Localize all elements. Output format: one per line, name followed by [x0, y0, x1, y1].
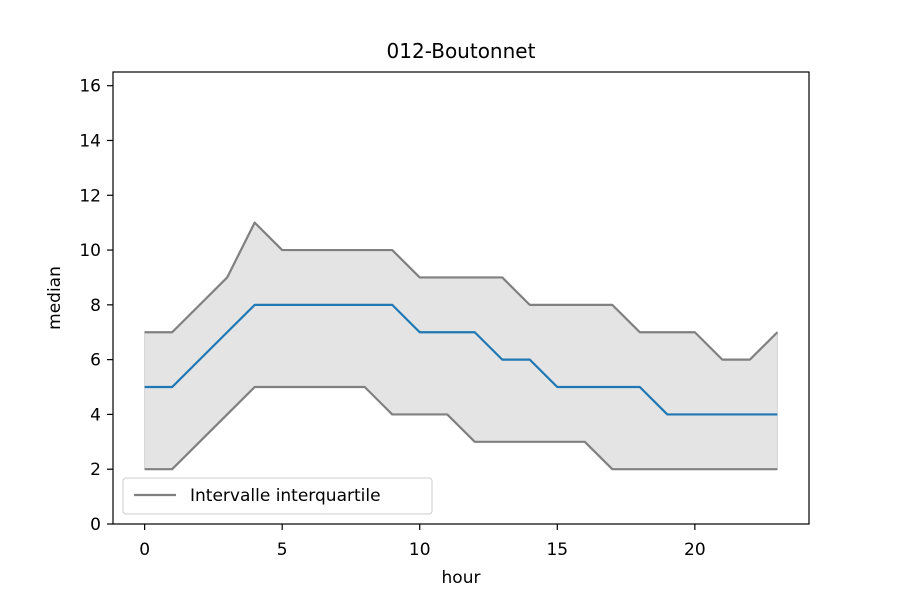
y-tick-label: 8 [90, 296, 101, 316]
x-tick-label: 5 [277, 540, 288, 560]
x-tick-label: 10 [409, 540, 431, 560]
series-line-median [144, 303, 778, 416]
legend-box [122, 477, 433, 515]
y-tick-label: 4 [90, 405, 101, 425]
y-tick-label: 16 [79, 77, 101, 97]
interquartile-band [144, 221, 778, 470]
series-line-q1 [144, 385, 778, 471]
y-axis-label: median [45, 266, 65, 330]
x-axis-label: hour [442, 568, 481, 588]
y-tick-label: 6 [90, 351, 101, 371]
chart-title: 012-Boutonnet [387, 39, 536, 63]
x-tick-label: 15 [546, 540, 568, 560]
x-tick-label: 20 [684, 540, 706, 560]
x-tick-label: 0 [139, 540, 150, 560]
y-tick-label: 10 [79, 241, 101, 261]
plot-frame [112, 71, 810, 525]
series-line-q3 [144, 221, 779, 361]
y-tick-label: 0 [90, 515, 101, 535]
legend-label: Intervalle interquartile [190, 486, 381, 506]
y-tick-label: 12 [79, 186, 101, 206]
y-tick-label: 14 [79, 131, 101, 151]
y-tick-label: 2 [90, 460, 101, 480]
legend: Intervalle interquartile [122, 477, 433, 515]
